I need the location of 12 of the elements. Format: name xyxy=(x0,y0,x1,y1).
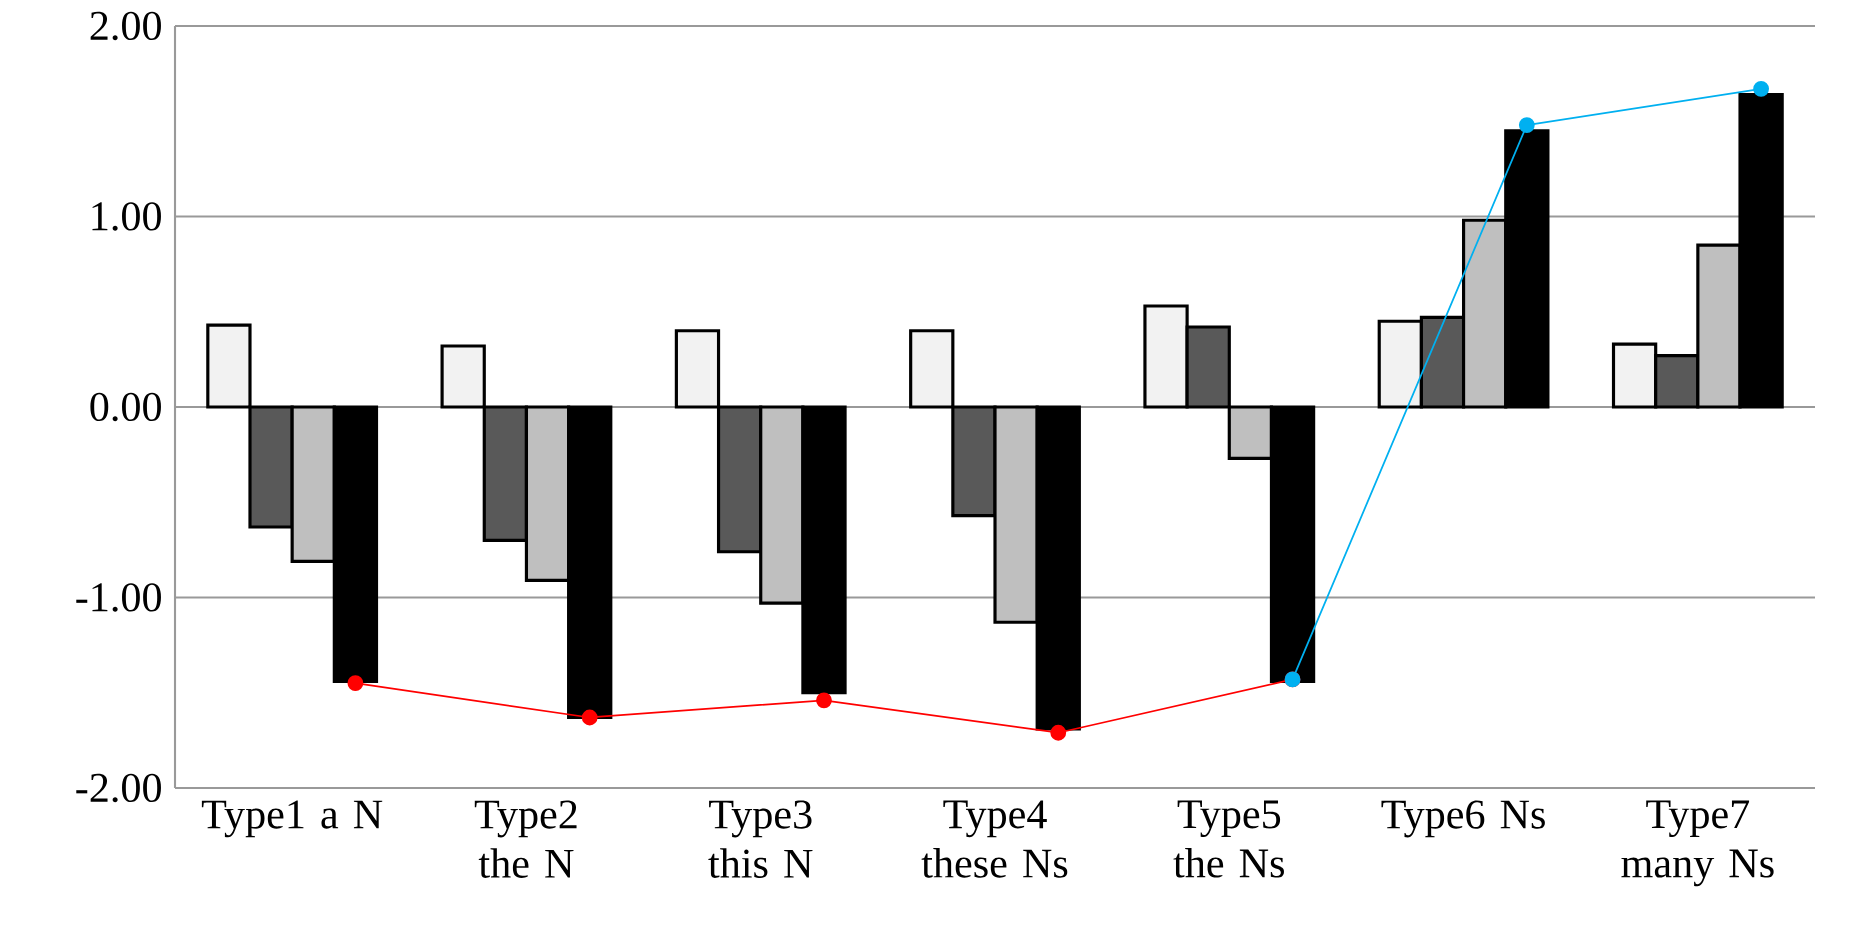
x-tick-label: Type2 the N xyxy=(474,800,577,878)
x-tick-label: Type4 these Ns xyxy=(921,800,1068,878)
x-tick-label: Type7 many Ns xyxy=(1621,800,1774,887)
x-tick-label: Type3 this N xyxy=(708,800,813,878)
x-tick-label: Type6 Ns xyxy=(1381,800,1545,838)
x-tick-label: Type1 a N xyxy=(201,800,383,838)
y-tick-label: -1.00 xyxy=(76,583,161,612)
y-tick-label: 2.00 xyxy=(90,11,161,41)
y-tick-label: -2.00 xyxy=(76,773,161,803)
x-tick-label: Type5 the Ns xyxy=(1173,800,1284,878)
y-tick-label: 0.00 xyxy=(90,392,161,422)
y-tick-label: 1.00 xyxy=(92,202,161,231)
